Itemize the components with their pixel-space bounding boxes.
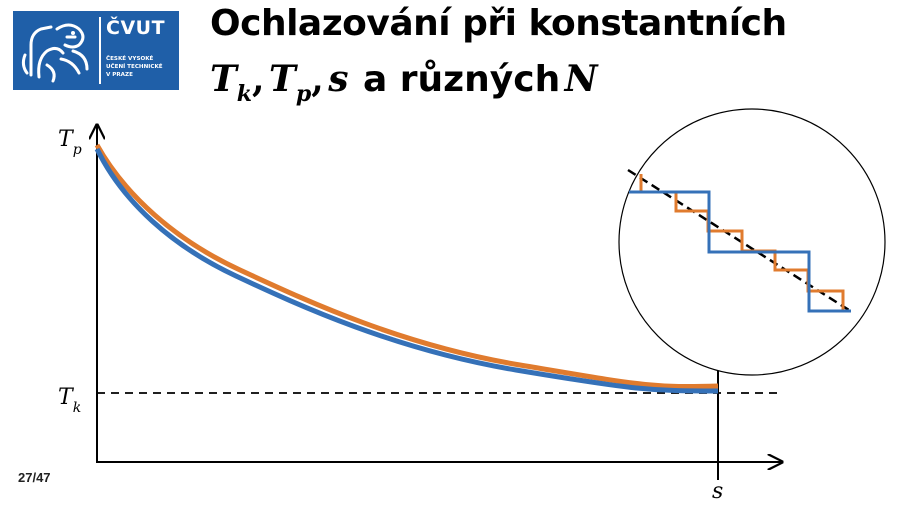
- logo-subtitle-line: V PRAZE: [106, 72, 133, 78]
- logo-divider: [99, 17, 101, 84]
- blue-cooling-curve: [94, 147, 719, 394]
- comma: ,: [311, 58, 324, 100]
- logo-subtitle-line: UČENÍ TECHNICKÉ: [106, 64, 163, 70]
- slide-title: Ochlazování při konstantních: [210, 3, 787, 44]
- cvut-logo: ČVUT ČESKÉ VYSOKÉ UČENÍ TECHNICKÉ V PRAZ…: [13, 11, 179, 90]
- logo-name: ČVUT: [106, 17, 166, 39]
- math-subscript: k: [236, 81, 253, 107]
- title-text: a různých: [362, 59, 561, 100]
- comma: ,: [252, 58, 265, 100]
- math-subscript: p: [295, 81, 312, 107]
- inset-dashed-line: [627, 168, 853, 314]
- x-label-s: s: [712, 479, 723, 504]
- math-t: Tk: [210, 58, 253, 107]
- magnifier-circle-icon: [618, 108, 886, 376]
- slide-title-formula: Tk, Tp, s a různých N: [210, 58, 598, 107]
- math-t: Tp: [269, 58, 312, 107]
- orange-cooling-curve: [94, 143, 719, 390]
- math-n: N: [564, 58, 598, 100]
- y-label-tk: Tk: [58, 385, 81, 416]
- math-s: s: [328, 58, 349, 100]
- logo-subtitle-line: ČESKÉ VYSOKÉ: [106, 56, 154, 62]
- inset-blue-step: [629, 190, 851, 313]
- magnifier-inset: [618, 108, 886, 376]
- page-number: 27/47: [18, 470, 51, 485]
- lion-emblem-icon: [21, 23, 89, 83]
- y-label-tp: Tp: [58, 127, 82, 158]
